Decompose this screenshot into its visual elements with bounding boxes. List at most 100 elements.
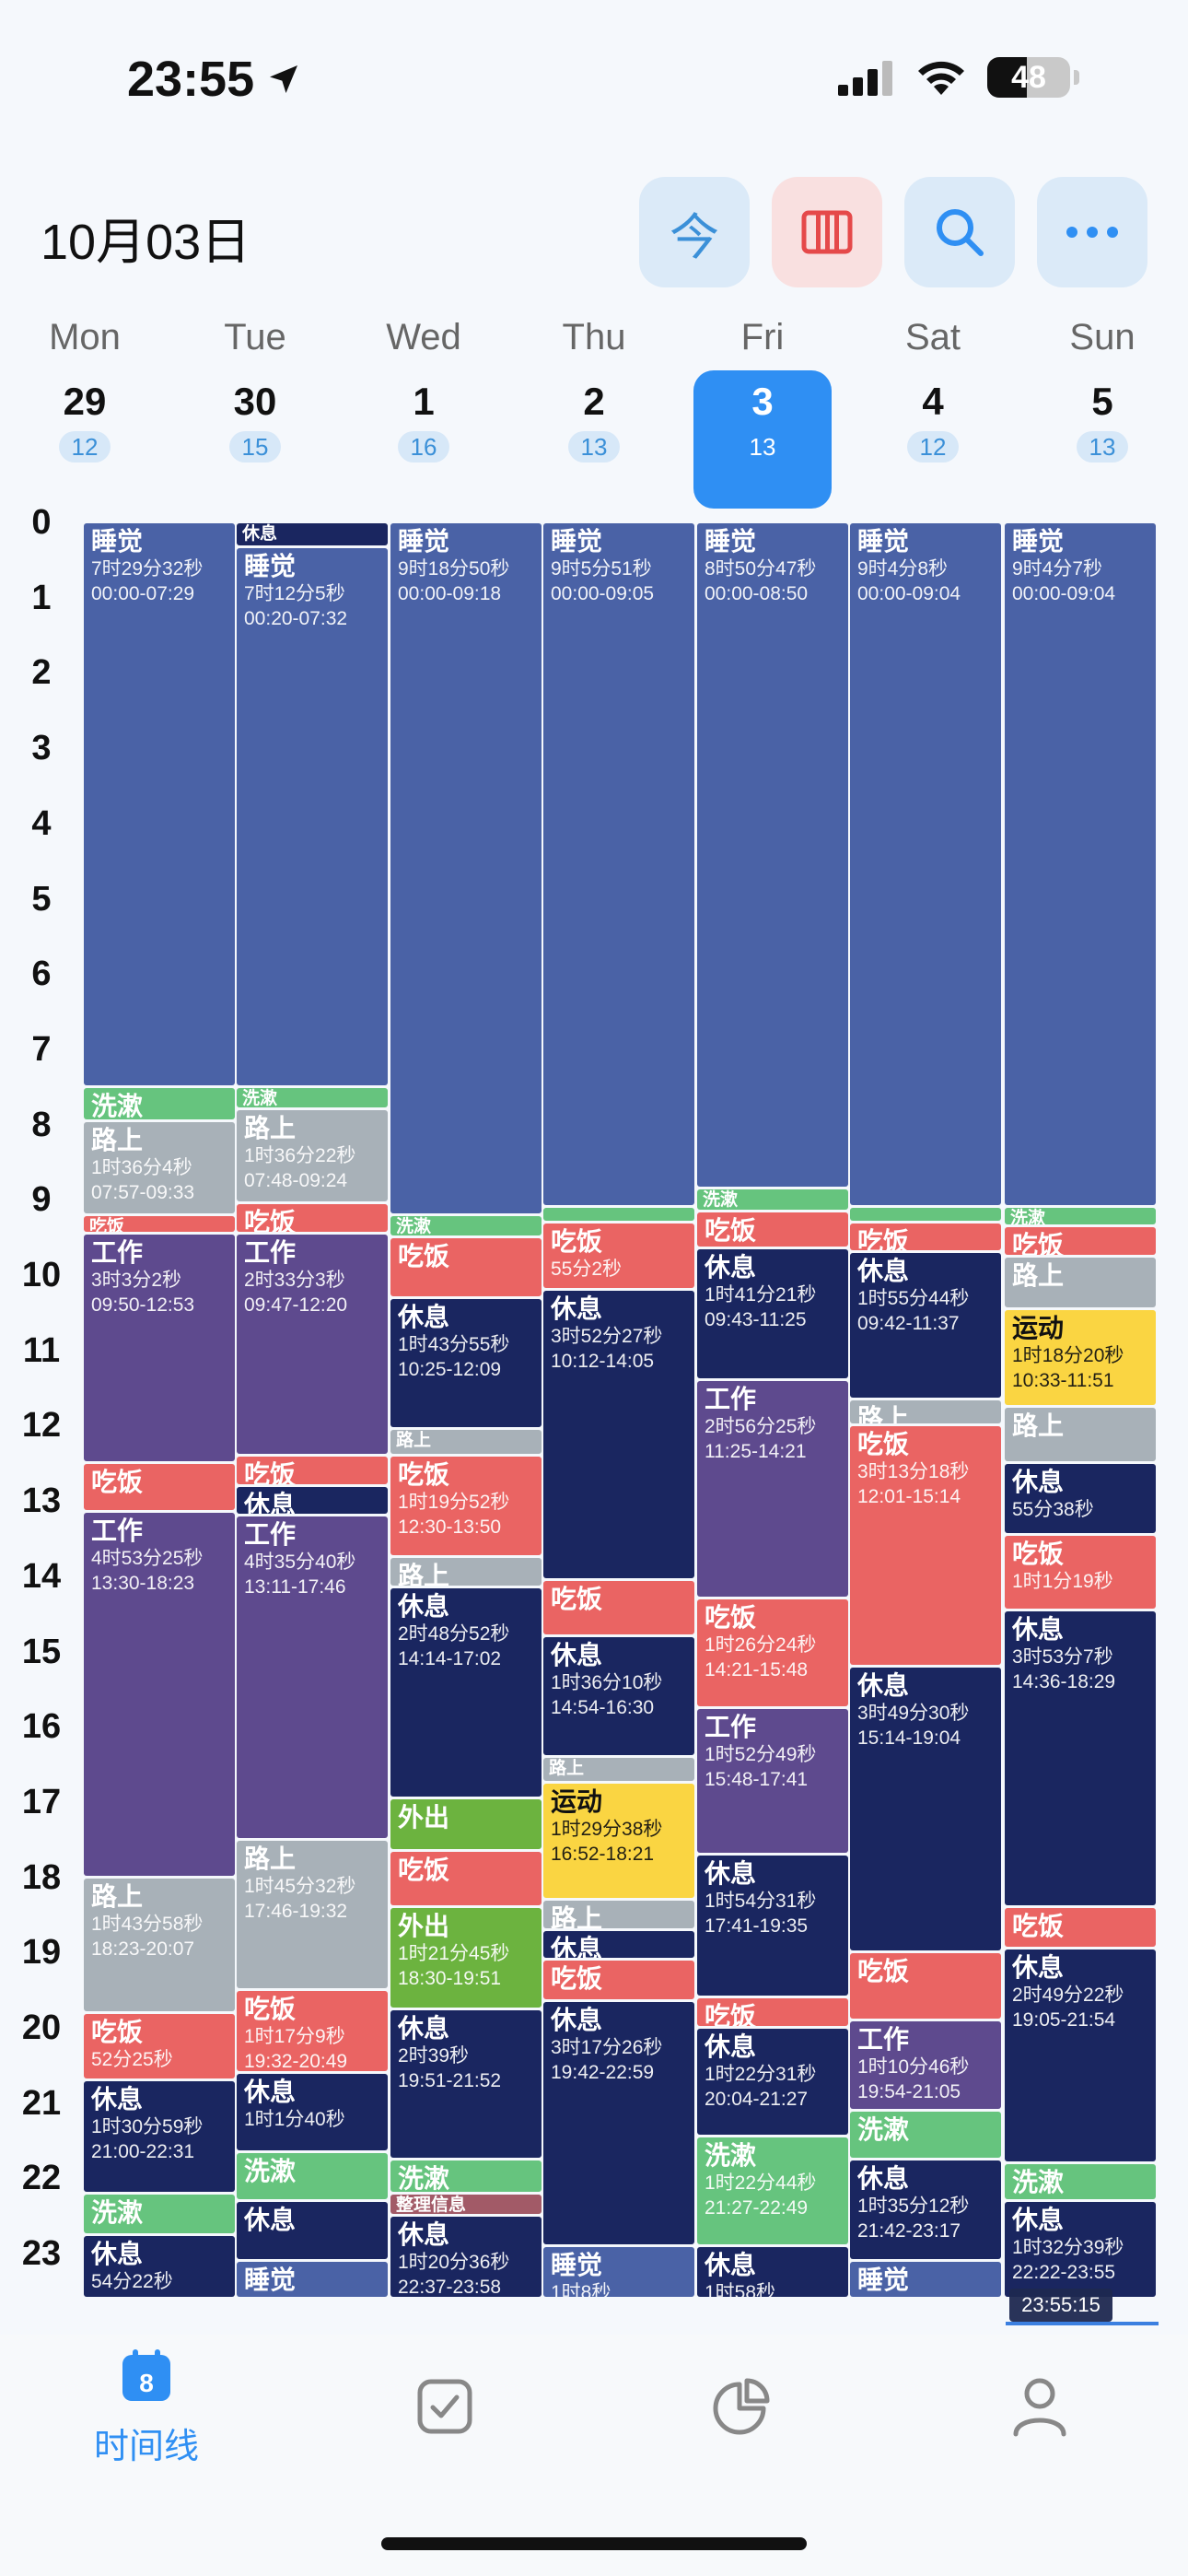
event-block-rest[interactable]: 休息 1时35分12秒 21:42-23:17 [850, 2160, 1001, 2260]
event-block-sleep[interactable]: 睡觉 7时12分5秒 00:20-07:32 [237, 547, 388, 1085]
event-block-rest[interactable]: 休息 1时1分40秒 [237, 2074, 388, 2150]
event-block-wash[interactable] [543, 1208, 694, 1221]
event-block-wash[interactable]: 洗漱 [237, 2152, 388, 2199]
event-block-rest[interactable]: 休息 54分22秒 [84, 2235, 235, 2298]
event-block-rest[interactable]: 休息 1时30分59秒 21:00-22:31 [84, 2081, 235, 2192]
day-header-fri[interactable]: Fri 3 13 [693, 310, 832, 509]
event-block-rest[interactable]: 休息 1时43分55秒 10:25-12:09 [390, 1298, 542, 1428]
event-block-sleep[interactable]: 睡觉 1时8秒 [543, 2246, 694, 2298]
event-block-rest[interactable]: 休息 [237, 1486, 388, 1515]
event-block-work[interactable]: 工作 1时10分46秒 19:54-21:05 [850, 2020, 1001, 2109]
event-block-sleep[interactable]: 睡觉 9时4分8秒 00:00-09:04 [850, 523, 1001, 1206]
event-block-commute[interactable]: 路上 [1005, 1257, 1156, 1307]
event-block-rest[interactable]: 休息 2时48分52秒 14:14-17:02 [390, 1588, 542, 1797]
event-block-organize[interactable]: 整理信息 [390, 2194, 542, 2215]
event-block-meal[interactable]: 吃饭 [1005, 1226, 1156, 1255]
event-block-rest[interactable]: 休息 3时49分30秒 15:14-19:04 [850, 1667, 1001, 1951]
event-block-sleep[interactable]: 睡觉 8时50分47秒 00:00-08:50 [697, 523, 848, 1188]
event-block-wash[interactable]: 洗漱 [1005, 2164, 1156, 2199]
event-block-commute[interactable]: 路上 [390, 1558, 542, 1587]
event-block-wash[interactable]: 洗漱 [1005, 1208, 1156, 1224]
event-block-sleep[interactable]: 睡觉 9时4分7秒 00:00-09:04 [1005, 523, 1156, 1206]
event-block-meal[interactable]: 吃饭 1时26分24秒 14:21-15:48 [697, 1599, 848, 1706]
event-block-meal[interactable]: 吃饭 [1005, 1908, 1156, 1948]
event-block-sleep[interactable]: 睡觉 [237, 2262, 388, 2298]
event-block-meal[interactable]: 吃饭 [543, 1580, 694, 1635]
event-block-rest[interactable]: 休息 1时22分31秒 20:04-21:27 [697, 2029, 848, 2136]
event-block-rest[interactable]: 休息 1时36分10秒 14:54-16:30 [543, 1637, 694, 1755]
event-block-meal[interactable]: 吃饭 [543, 1961, 694, 2000]
event-block-rest[interactable]: 休息 3时53分7秒 14:36-18:29 [1005, 1610, 1156, 1906]
week-view-button[interactable] [772, 177, 882, 287]
tab-profile[interactable] [971, 2377, 1109, 2438]
event-block-sport[interactable]: 运动 1时29分38秒 16:52-18:21 [543, 1784, 694, 1899]
event-block-rest[interactable]: 休息 3时52分27秒 10:12-14:05 [543, 1291, 694, 1578]
event-block-rest[interactable]: 休息 1时54分31秒 17:41-19:35 [697, 1856, 848, 1996]
event-block-rest[interactable]: 休息 1时41分21秒 09:43-11:25 [697, 1249, 848, 1379]
event-block-rest[interactable]: 休息 55分38秒 [1005, 1464, 1156, 1533]
event-block-meal[interactable]: 吃饭 [697, 1998, 848, 2026]
event-block-wash[interactable]: 洗漱 [84, 1087, 235, 1119]
event-block-meal[interactable]: 吃饭 1时1分19秒 [1005, 1535, 1156, 1609]
tab-tasks[interactable] [376, 2377, 514, 2436]
event-block-sleep[interactable]: 睡觉 [850, 2262, 1001, 2298]
event-block-wash[interactable] [850, 1208, 1001, 1221]
event-block-meal[interactable]: 吃饭 [84, 1215, 235, 1233]
more-button[interactable] [1037, 177, 1147, 287]
event-block-commute[interactable]: 路上 1时36分22秒 07:48-09:24 [237, 1110, 388, 1202]
event-block-meal[interactable]: 吃饭 [237, 1457, 388, 1484]
event-block-out[interactable]: 外出 [390, 1798, 542, 1849]
event-block-wash[interactable]: 洗漱 1时22分44秒 21:27-22:49 [697, 2137, 848, 2244]
event-block-rest[interactable]: 休息 [543, 1930, 694, 1959]
event-block-work[interactable]: 工作 2时56分25秒 11:25-14:21 [697, 1381, 848, 1598]
today-button[interactable]: 今 [639, 177, 750, 287]
event-block-out[interactable]: 外出 1时21分45秒 18:30-19:51 [390, 1908, 542, 2008]
event-block-meal[interactable]: 吃饭 [850, 1223, 1001, 1251]
day-header-mon[interactable]: Mon 29 12 [16, 310, 154, 463]
tab-timeline[interactable]: 8 时间线 [77, 2348, 215, 2468]
event-block-rest[interactable]: 休息 1时55分44秒 09:42-11:37 [850, 1253, 1001, 1398]
tab-statistics[interactable] [672, 2377, 810, 2436]
event-block-sleep[interactable]: 睡觉 7时29分32秒 00:00-07:29 [84, 523, 235, 1085]
event-block-meal[interactable]: 吃饭 [850, 1953, 1001, 2019]
event-block-wash[interactable]: 洗漱 [390, 1215, 542, 1236]
search-button[interactable] [904, 177, 1015, 287]
event-block-rest[interactable]: 休息 1时58秒 [697, 2246, 848, 2298]
event-block-meal[interactable]: 吃饭 3时13分18秒 12:01-15:14 [850, 1426, 1001, 1665]
event-block-commute[interactable]: 路上 [390, 1430, 542, 1455]
event-block-commute[interactable]: 路上 1时36分4秒 07:57-09:33 [84, 1121, 235, 1213]
event-block-wash[interactable]: 洗漱 [390, 2160, 542, 2192]
event-block-wash[interactable]: 洗漱 [697, 1189, 848, 1210]
event-block-wash[interactable]: 洗漱 [84, 2194, 235, 2233]
event-block-commute[interactable]: 路上 [543, 1901, 694, 1928]
event-block-commute[interactable]: 路上 1时43分58秒 18:23-20:07 [84, 1878, 235, 2011]
event-block-meal[interactable]: 吃饭 52分25秒 [84, 2013, 235, 2079]
event-block-sleep[interactable]: 睡觉 9时18分50秒 00:00-09:18 [390, 523, 542, 1213]
day-header-tue[interactable]: Tue 30 15 [186, 310, 324, 463]
event-block-meal[interactable]: 吃饭 1时19分52秒 12:30-13:50 [390, 1457, 542, 1556]
event-block-work[interactable]: 工作 2时33分3秒 09:47-12:20 [237, 1235, 388, 1455]
event-block-commute[interactable]: 路上 [850, 1399, 1001, 1424]
event-block-work[interactable]: 工作 4时35分40秒 13:11-17:46 [237, 1516, 388, 1838]
event-block-wash[interactable]: 洗漱 [850, 2111, 1001, 2158]
event-block-meal[interactable]: 吃饭 [84, 1464, 235, 1511]
event-block-sport[interactable]: 运动 1时18分20秒 10:33-11:51 [1005, 1309, 1156, 1405]
event-block-rest[interactable]: 休息 2时39秒 19:51-21:52 [390, 2009, 542, 2158]
day-header-thu[interactable]: Thu 2 13 [525, 310, 663, 463]
day-header-sun[interactable]: Sun 5 13 [1033, 310, 1171, 463]
event-block-work[interactable]: 工作 1时52分49秒 15:48-17:41 [697, 1708, 848, 1854]
event-block-sleep[interactable]: 睡觉 9时5分51秒 00:00-09:05 [543, 523, 694, 1206]
event-block-commute[interactable]: 路上 [1005, 1407, 1156, 1462]
day-header-sat[interactable]: Sat 4 12 [864, 310, 1002, 463]
event-block-rest[interactable]: 休息 3时17分26秒 19:42-22:59 [543, 2002, 694, 2244]
event-block-meal[interactable]: 吃饭 55分2秒 [543, 1223, 694, 1289]
event-block-work[interactable]: 工作 4时53分25秒 13:30-18:23 [84, 1513, 235, 1876]
event-block-commute[interactable]: 路上 [543, 1757, 694, 1782]
event-block-meal[interactable]: 吃饭 1时17分9秒 19:32-20:49 [237, 1991, 388, 2071]
event-block-meal[interactable]: 吃饭 [390, 1238, 542, 1296]
event-block-rest[interactable]: 休息 [237, 523, 388, 545]
event-block-meal[interactable]: 吃饭 [237, 1204, 388, 1233]
event-block-rest[interactable]: 休息 [237, 2201, 388, 2260]
event-block-commute[interactable]: 路上 1时45分32秒 17:46-19:32 [237, 1840, 388, 1989]
event-block-rest[interactable]: 休息 1时20分36秒 22:37-23:58 [390, 2217, 542, 2298]
